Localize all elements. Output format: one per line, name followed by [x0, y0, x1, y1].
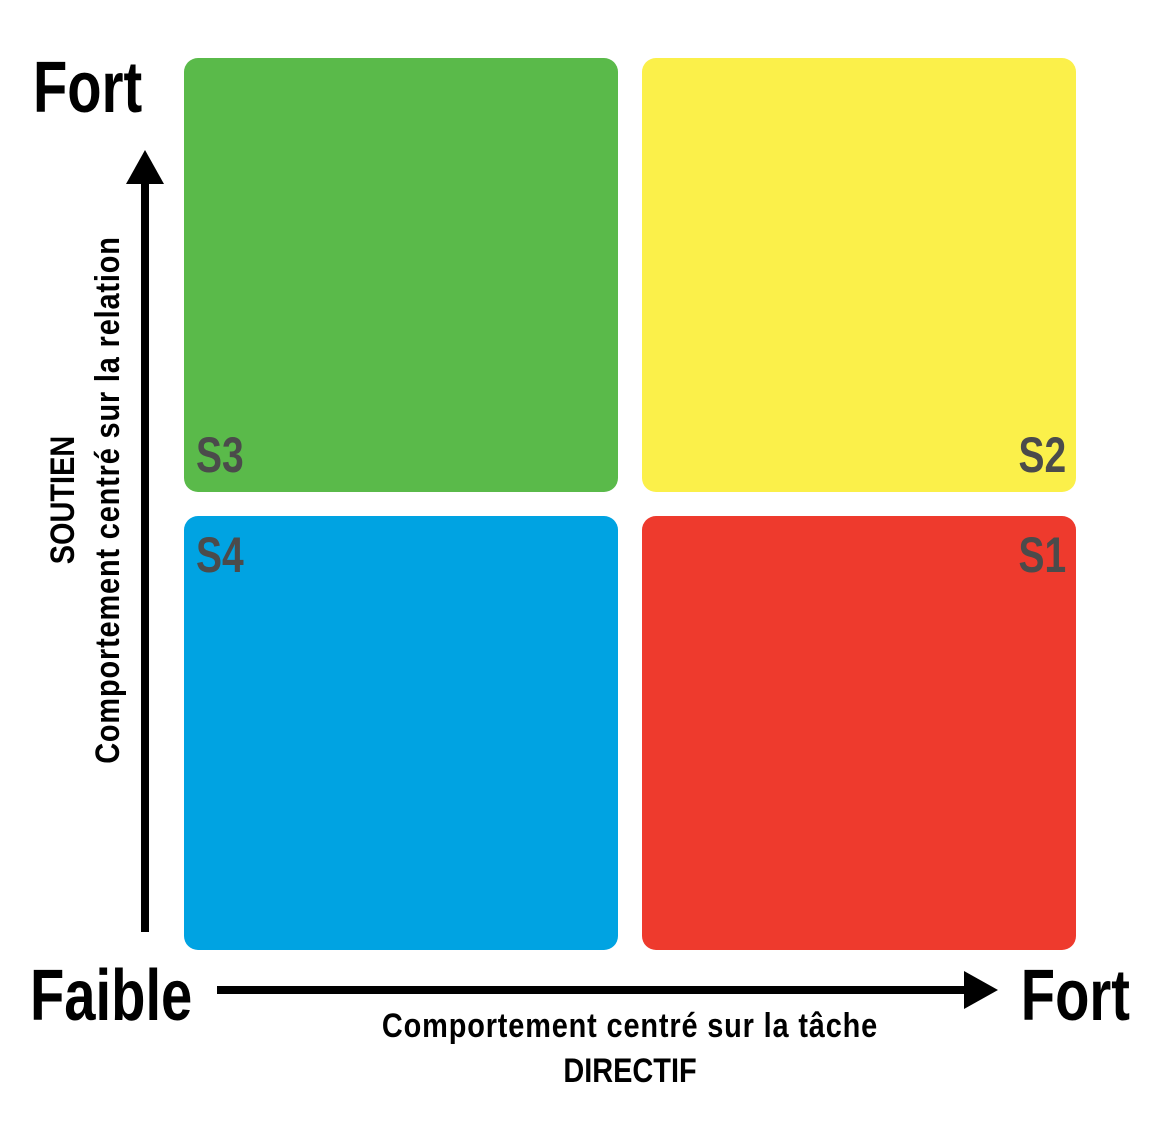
x-axis-high-label: Fort	[1020, 956, 1130, 1036]
quadrant-label: S2	[1018, 427, 1066, 483]
x-axis-arrow	[217, 971, 998, 1009]
y-axis-subtitle: Comportement centré sur la relation	[89, 236, 127, 764]
y-axis-title: SOUTIEN	[44, 435, 82, 565]
y-axis-high-label: Fort	[33, 48, 143, 128]
quadrant-s1: S1	[642, 516, 1076, 950]
x-axis-low-label: Faible	[30, 956, 193, 1036]
x-axis-title: DIRECTIF	[563, 1052, 697, 1090]
quadrant-label: S3	[196, 427, 244, 483]
quadrant-s4: S4	[184, 516, 618, 950]
quadrant-s2: S2	[642, 58, 1076, 492]
x-axis-subtitle: Comportement centré sur la tâche	[381, 1007, 879, 1045]
quadrant-label: S1	[1018, 527, 1066, 583]
quadrant-label: S4	[196, 527, 244, 583]
quadrant-s3: S3	[184, 58, 618, 492]
y-axis-arrow	[126, 150, 164, 932]
